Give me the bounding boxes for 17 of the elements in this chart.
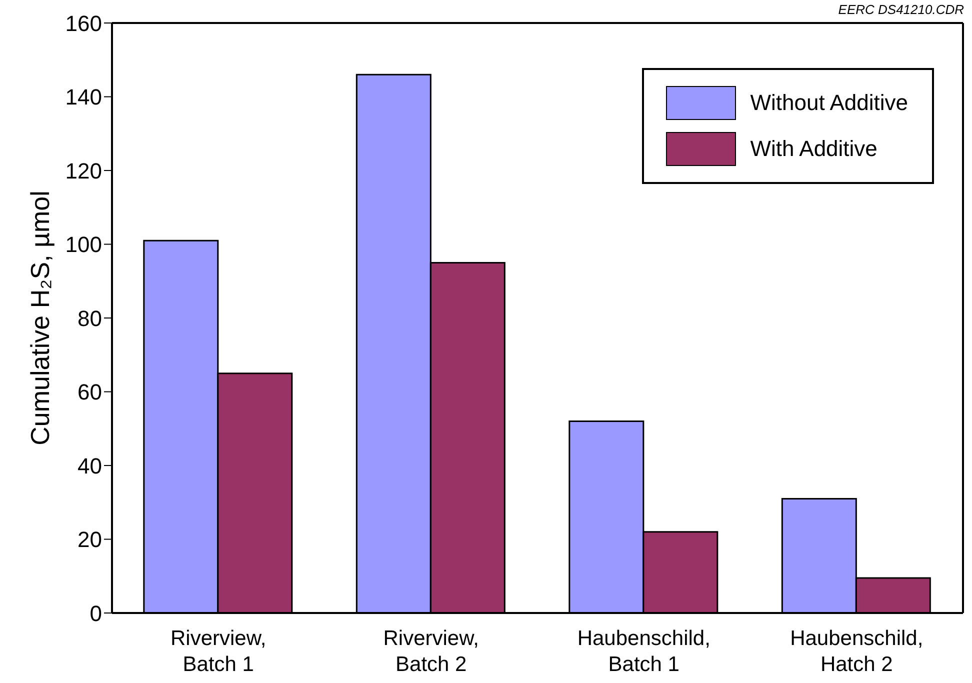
legend-label: With Additive [750,136,878,162]
y-tick-label: 60 [78,380,102,405]
y-tick-label: 100 [65,232,102,258]
y-axis-title: Cumulative H₂S, µmol [25,190,56,446]
y-tick-label: 40 [78,453,102,478]
y-tick-label: 120 [65,158,102,184]
x-tick-label: Haubenschild, Hatch 2 [790,627,924,676]
y-tick-label: 140 [65,84,102,110]
x-tick-label: Riverview, Batch 2 [383,627,479,676]
x-tick-label: Haubenschild, Batch 1 [577,627,710,676]
legend-label: Without Additive [750,90,908,116]
y-tick-label: 160 [65,10,102,36]
text: EERC DS41210.CDR [838,2,964,17]
y-tick-label: 80 [78,306,102,331]
x-tick-label: Riverview, Batch 1 [170,627,266,676]
y-tick-label: 20 [78,527,102,552]
y-tick-label: 0 [90,600,102,626]
